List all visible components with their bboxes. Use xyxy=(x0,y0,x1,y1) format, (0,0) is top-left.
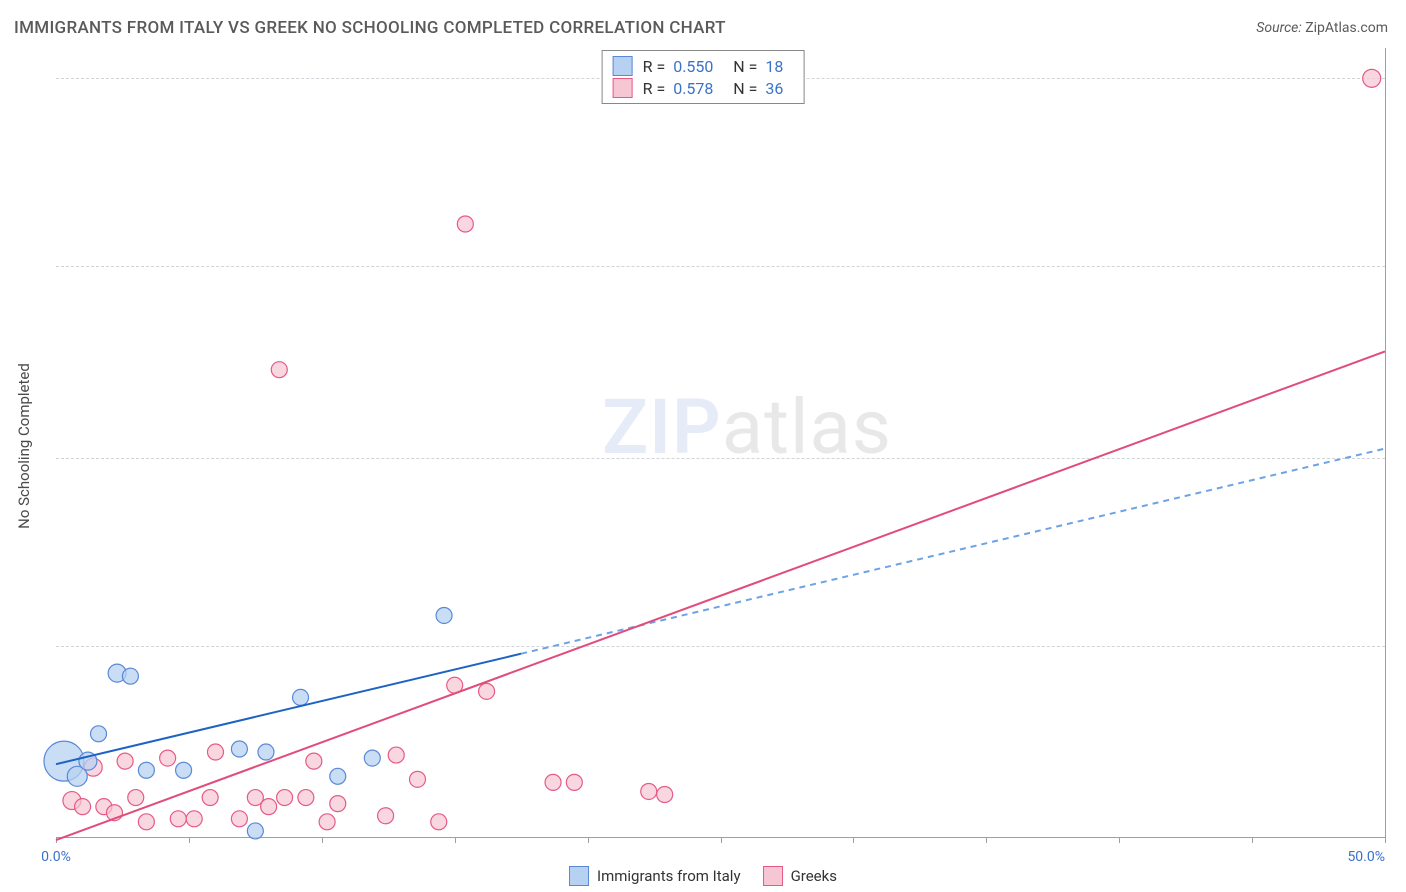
data-point xyxy=(364,750,380,766)
x-tick xyxy=(1119,837,1120,843)
data-point xyxy=(306,753,322,769)
data-point xyxy=(160,750,176,766)
series-legend-item: Greeks xyxy=(763,866,837,886)
data-point xyxy=(1363,69,1381,87)
x-tick xyxy=(1385,837,1386,843)
correlation-legend-row: R = 0.578 N = 36 xyxy=(613,77,794,99)
chart-title: IMMIGRANTS FROM ITALY VS GREEK NO SCHOOL… xyxy=(14,18,726,38)
y-tick-label: 18.8% xyxy=(1391,272,1406,288)
x-tick xyxy=(853,837,854,843)
correlation-legend: R = 0.550 N = 18 R = 0.578 N = 36 xyxy=(602,50,805,104)
trend-line xyxy=(56,351,1385,840)
data-point xyxy=(378,808,394,824)
data-point xyxy=(388,747,404,763)
data-point xyxy=(91,726,107,742)
data-point xyxy=(122,668,138,684)
r-label: R = xyxy=(643,79,666,98)
y-tick-label: 12.5% xyxy=(1391,464,1406,480)
x-tick xyxy=(322,837,323,843)
x-tick xyxy=(455,837,456,843)
x-tick xyxy=(588,837,589,843)
data-point xyxy=(319,814,335,830)
data-point xyxy=(258,744,274,760)
source-label: Source: xyxy=(1256,20,1301,36)
legend-swatch xyxy=(613,78,633,98)
source-attribution: Source: ZipAtlas.com xyxy=(1256,20,1388,36)
data-point xyxy=(330,768,346,784)
data-point xyxy=(128,790,144,806)
source-value: ZipAtlas.com xyxy=(1305,20,1388,36)
plot-svg xyxy=(56,48,1385,837)
data-point xyxy=(231,811,247,827)
legend-swatch xyxy=(569,866,589,886)
data-point xyxy=(117,753,133,769)
data-point xyxy=(170,811,186,827)
data-point xyxy=(293,689,309,705)
y-tick-label: 6.3% xyxy=(1391,652,1406,668)
data-point xyxy=(431,814,447,830)
r-value: 0.550 xyxy=(673,57,723,76)
legend-swatch xyxy=(613,56,633,76)
correlation-legend-row: R = 0.550 N = 18 xyxy=(613,55,794,77)
data-point xyxy=(75,799,91,815)
data-point xyxy=(657,787,673,803)
data-point xyxy=(409,771,425,787)
series-legend-label: Immigrants from Italy xyxy=(597,867,741,885)
n-value: 36 xyxy=(765,79,793,98)
trend-line-projection xyxy=(521,449,1385,654)
data-point xyxy=(138,762,154,778)
r-value: 0.578 xyxy=(673,79,723,98)
x-tick xyxy=(189,837,190,843)
data-point xyxy=(545,774,561,790)
r-label: R = xyxy=(643,57,666,76)
x-tick-label: 0.0% xyxy=(41,849,71,865)
x-tick xyxy=(721,837,722,843)
data-point xyxy=(207,744,223,760)
series-legend: Immigrants from Italy Greeks xyxy=(569,866,837,886)
legend-swatch xyxy=(763,866,783,886)
data-point xyxy=(176,762,192,778)
n-label: N = xyxy=(733,79,757,98)
x-tick xyxy=(986,837,987,843)
data-point xyxy=(247,823,263,839)
data-point xyxy=(436,607,452,623)
data-point xyxy=(277,790,293,806)
series-legend-label: Greeks xyxy=(791,867,837,885)
data-point xyxy=(231,741,247,757)
series-legend-item: Immigrants from Italy xyxy=(569,866,741,886)
data-point xyxy=(186,811,202,827)
data-point xyxy=(138,814,154,830)
x-tick-label: 50.0% xyxy=(1347,849,1385,865)
data-point xyxy=(566,774,582,790)
data-point xyxy=(202,790,218,806)
data-point xyxy=(457,216,473,232)
data-point xyxy=(641,783,657,799)
data-point xyxy=(298,790,314,806)
n-value: 18 xyxy=(765,57,793,76)
data-point xyxy=(271,362,287,378)
y-axis-label: No Schooling Completed xyxy=(15,363,33,529)
n-label: N = xyxy=(733,57,757,76)
plot-area: ZIPatlas 6.3%12.5%18.8%0.0%50.0% xyxy=(56,48,1386,838)
data-point xyxy=(330,796,346,812)
data-point xyxy=(261,799,277,815)
data-point xyxy=(479,683,495,699)
x-tick xyxy=(1252,837,1253,843)
